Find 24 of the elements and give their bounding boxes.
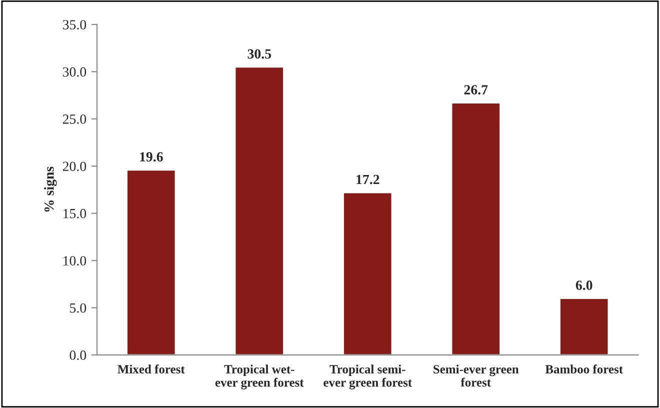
y-tick-label: 25.0 xyxy=(62,114,86,124)
data-label: 6.0 xyxy=(576,280,592,290)
bar xyxy=(126,169,176,355)
x-tick-label: Tropical semi- ever green forest xyxy=(324,364,412,390)
data-label: 30.5 xyxy=(248,49,272,59)
x-tick-label: Bamboo forest xyxy=(545,364,623,374)
y-tick-label: 5.0 xyxy=(70,303,86,313)
data-label: 17.2 xyxy=(356,174,380,184)
x-tick-label: Mixed forest xyxy=(118,364,185,374)
bar xyxy=(559,298,610,355)
x-tick-label: Tropical wet- ever green forest xyxy=(215,364,304,390)
x-tick-label: Semi-ever green forest xyxy=(434,364,519,387)
bar xyxy=(342,192,393,355)
y-tick-label: 15.0 xyxy=(64,208,86,218)
y-tick-label: 0.0 xyxy=(70,350,86,360)
y-axis-title: % signs xyxy=(44,166,57,212)
data-label: 26.7 xyxy=(464,85,488,95)
data-label: 19.6 xyxy=(140,152,163,162)
y-tick-label: 20.0 xyxy=(62,162,86,172)
y-tick-label: 10.0 xyxy=(64,256,86,266)
y-tick-label: 35.0 xyxy=(62,20,86,30)
bar xyxy=(450,102,501,355)
bar xyxy=(234,66,284,355)
y-tick-label: 30.0 xyxy=(62,67,86,77)
